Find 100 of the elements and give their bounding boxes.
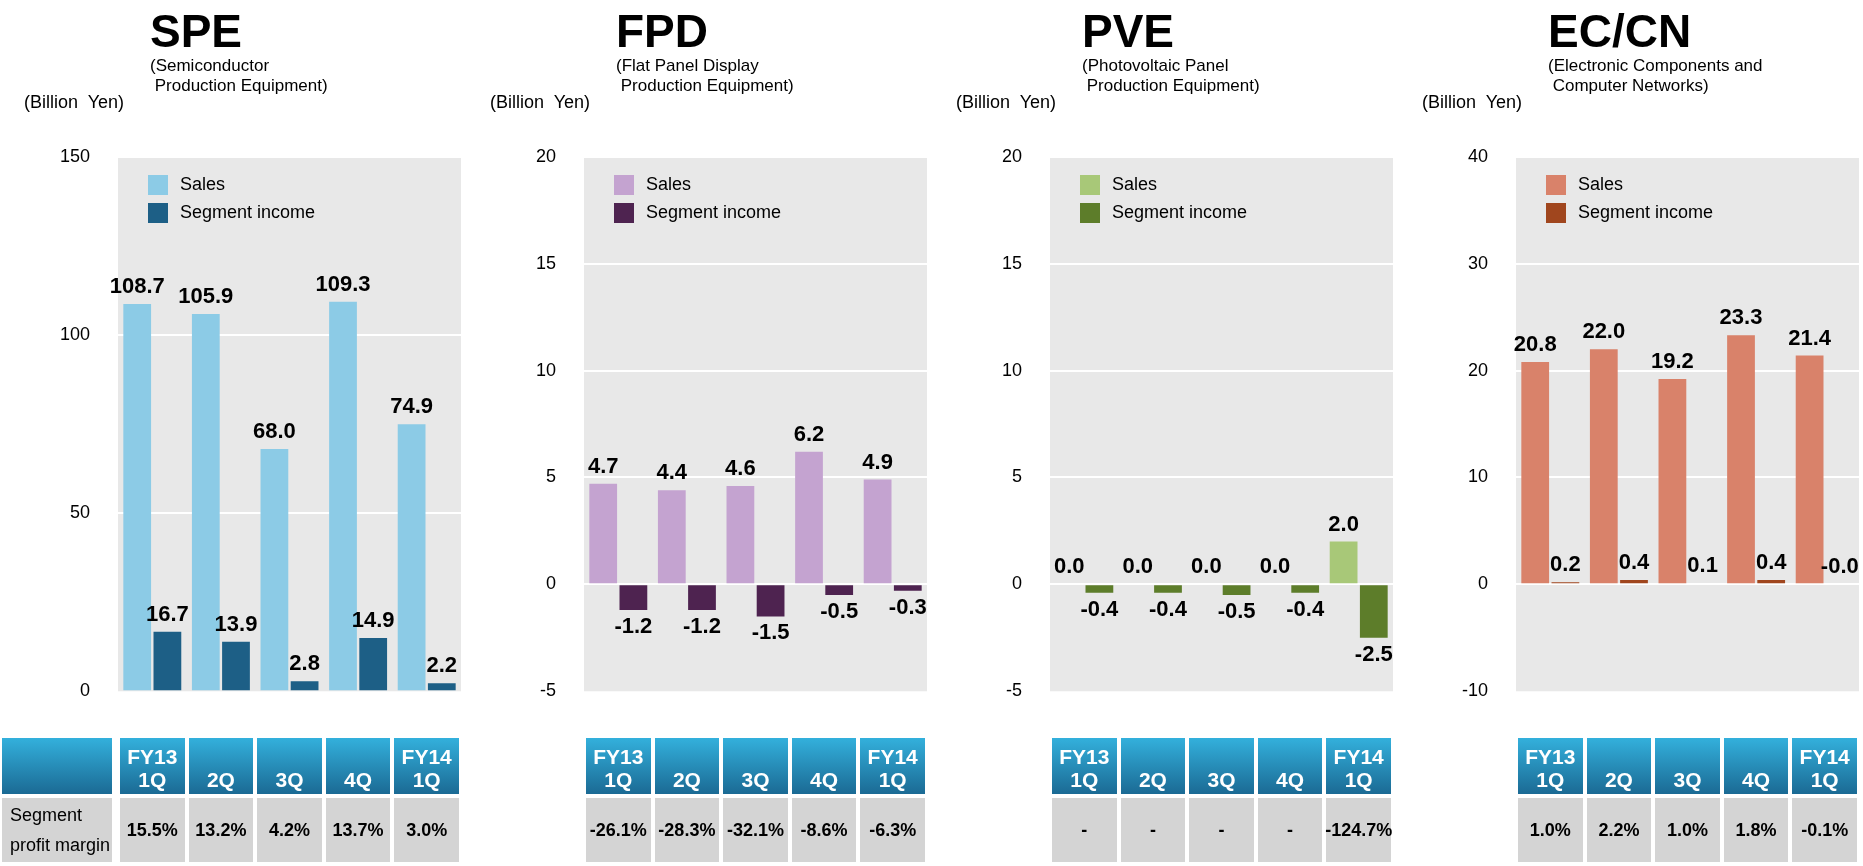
data-label: 0.0 [1053,553,1085,579]
x-tick-label: FY14 1Q [1792,738,1857,794]
chart-subtitle: (Photovoltaic Panel Production Equipment) [1082,56,1260,96]
chart-subtitle: (Semiconductor Production Equipment) [150,56,328,96]
text: 4.2% [257,798,322,862]
y-tick-label: 10 [1467,466,1488,487]
text: - [1257,798,1323,862]
y-tick-label: 0 [79,680,90,701]
data-label: 2.8 [289,650,320,676]
text: -8.6% [791,798,857,862]
text: -6.3% [860,798,925,862]
bar [397,424,426,691]
y-tick-label: 30 [1467,252,1488,273]
bar [795,451,823,584]
y-tick-label: 10 [535,359,556,380]
data-label: 0.0 [1122,553,1154,579]
x-tick-label: FY13 1Q [1518,738,1583,794]
data-label: -0.5 [820,598,859,624]
bar [260,448,289,691]
y-tick-label: 15 [535,252,556,273]
x-tick-label: FY13 1Q [586,738,651,794]
x-tick-label: FY14 1Q [1326,738,1391,794]
data-label: 0.4 [1755,549,1788,575]
bar [1727,335,1755,584]
data-label: -0.4 [1149,595,1188,621]
x-tick-label: 2Q [654,738,720,794]
data-label: 4.6 [725,455,756,481]
data-label: 6.2 [793,420,825,446]
x-tick-label: FY13 1Q [120,738,185,794]
x-tick-label: 3Q [723,738,788,794]
legend-label: Segment income [1578,202,1714,224]
x-tick-label: FY14 1Q [860,738,925,794]
y-tick-label: 15 [1001,252,1022,273]
legend-label: Segment income [1112,202,1248,224]
data-label: -0.5 [1217,598,1256,624]
data-label: -0.4 [1080,595,1120,621]
text: -124.7% [1325,798,1393,862]
bar [756,585,785,617]
text: - [1120,798,1186,862]
y-tick-label: 5 [545,466,556,487]
legend-label: Sales [1112,174,1158,196]
legend-label: Sales [180,174,226,196]
chart-subtitle: (Flat Panel Display Production Equipment) [616,56,794,96]
text: - [1052,798,1117,862]
data-label: 4.4 [656,459,688,485]
x-tick-label: 2Q [1586,738,1652,794]
data-label: 4.7 [587,452,619,478]
text: 13.7% [325,798,391,862]
data-label: 109.3 [315,270,371,296]
data-label: 68.0 [252,418,296,443]
data-label: 14.9 [351,607,395,633]
bar [619,585,648,610]
data-label: -0.0 [1820,553,1859,579]
data-label: 0.0 [1191,553,1222,579]
text: 1.8% [1723,798,1789,862]
x-tick-label: 4Q [1723,738,1789,794]
y-tick-label: 100 [59,323,90,344]
bar [1757,580,1786,584]
legend-label: Sales [1578,174,1624,196]
data-label: 0.2 [1550,551,1581,577]
y-tick-label: 50 [69,502,90,523]
bar [726,485,755,584]
bar [657,490,686,584]
y-axis-title: (Billion Yen) [490,92,591,113]
data-label: -0.4 [1286,595,1325,621]
x-tick-label: 4Q [325,738,391,794]
y-axis-title: (Billion Yen) [956,92,1057,113]
data-label: 22.0 [1582,318,1626,344]
legend-label: Segment income [180,202,316,224]
data-label: 108.7 [109,273,165,298]
data-label: 2.2 [426,652,458,678]
text: 1.0% [1518,798,1583,862]
data-label: 0.4 [1618,549,1651,575]
bar [153,631,182,691]
data-label: -1.2 [614,613,653,639]
bar [427,683,456,691]
y-tick-label: 20 [1001,145,1022,166]
x-tick-label: FY13 1Q [1052,738,1117,794]
data-label: 0.1 [1687,552,1718,578]
data-label: 16.7 [145,600,189,626]
y-tick-label: 0 [1011,573,1022,594]
x-tick-label: 3Q [1655,738,1720,794]
bar [688,585,716,610]
data-label: 4.9 [862,448,893,474]
y-tick-label: 0 [1477,573,1488,594]
chart-title: EC/CN [1548,4,1692,58]
bar [1620,580,1648,584]
bar [863,479,892,584]
data-label: -0.3 [888,593,927,619]
chart-title: SPE [150,4,243,58]
data-label: -1.2 [683,613,721,639]
data-label: 2.0 [1328,510,1359,536]
y-tick-label: 5 [1011,466,1022,487]
data-label: 19.2 [1650,348,1694,374]
bar [1658,379,1687,584]
x-tick-label: 3Q [257,738,322,794]
y-tick-label: 20 [535,145,556,166]
bar [359,638,388,691]
x-tick-label: FY14 1Q [394,738,459,794]
x-tick-label: 2Q [1120,738,1186,794]
